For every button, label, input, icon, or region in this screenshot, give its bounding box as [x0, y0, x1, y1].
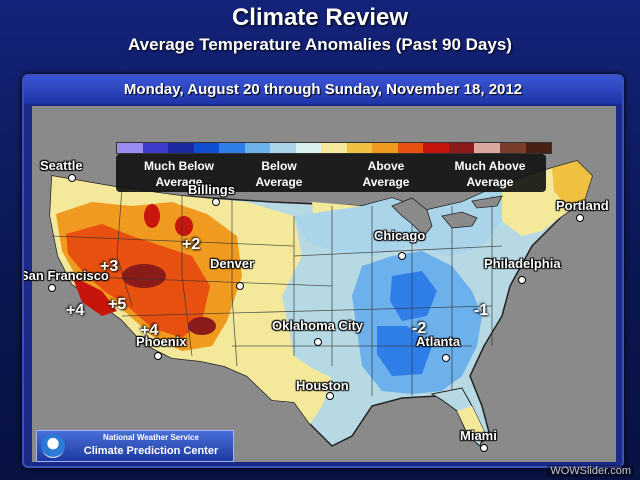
- city-label-phoenix: Phoenix: [136, 334, 187, 349]
- city-label-seattle: Seattle: [40, 158, 83, 173]
- legend-below: Below Average: [234, 158, 324, 190]
- anomaly-label: +5: [108, 296, 127, 313]
- anomaly-label: +4: [140, 322, 159, 339]
- color-scale-swatch: [397, 143, 424, 153]
- credit-line1: National Weather Service: [103, 433, 199, 442]
- city-label-atlanta: Atlanta: [416, 334, 461, 349]
- city-label-oklahoma-city: Oklahoma City: [272, 318, 364, 333]
- color-scale-swatch: [219, 143, 245, 153]
- city-dot-philadelphia: [518, 276, 526, 284]
- city-dot-san-francisco: [48, 284, 56, 292]
- anomaly-label: +2: [182, 236, 201, 253]
- color-scale-swatch: [346, 143, 373, 153]
- great-lakes: [391, 195, 503, 237]
- page-title: Climate Review: [231, 4, 409, 31]
- city-dot-atlanta: [442, 354, 450, 362]
- city-dot-billings: [212, 198, 220, 206]
- city-dot-miami: [480, 444, 488, 452]
- color-scale-swatch: [244, 143, 271, 153]
- city-dot-denver: [236, 282, 244, 290]
- northeast-orange: [552, 161, 592, 206]
- color-scale-swatch: [499, 143, 526, 153]
- anomaly-map: Much Below Average Below Average Above A…: [24, 106, 616, 462]
- north-plains-blue: [294, 184, 502, 256]
- legend-much-below-line2: Average: [155, 175, 203, 189]
- credit-line2: Climate Prediction Center: [83, 445, 219, 457]
- page-subtitle: Average Temperature Anomalies (Past 90 D…: [128, 35, 512, 54]
- legend-above: Above Average: [336, 158, 436, 190]
- city-dot-houston: [326, 392, 334, 400]
- color-scale-swatch: [448, 143, 475, 153]
- socal-red: [72, 276, 117, 316]
- anomaly-label: +3: [100, 258, 119, 275]
- east-dark-blue-2: [377, 326, 432, 376]
- legend-much-below: Much Below Average: [124, 158, 234, 190]
- city-dot-phoenix: [154, 352, 162, 360]
- city-dot-portland: [576, 214, 584, 222]
- florida-yellow: [457, 406, 484, 441]
- city-label-portland: Portland: [556, 198, 609, 213]
- color-scale-swatch: [270, 143, 296, 153]
- city-label-chicago: Chicago: [374, 228, 426, 243]
- city-dot-seattle: [68, 174, 76, 182]
- anomaly-label: -1: [474, 302, 489, 319]
- legend-much-below-line1: Much Below: [143, 159, 214, 173]
- nws-cpc-credit: National Weather Service Climate Predict…: [36, 430, 234, 462]
- hotspot-utah: [122, 264, 166, 288]
- anomaly-label: +4: [66, 302, 85, 319]
- noaa-logo-icon: [41, 434, 65, 458]
- hotspot-idaho: [144, 204, 160, 228]
- city-label-philadelphia: Philadelphia: [484, 256, 561, 271]
- legend-much-above-line2: Average: [466, 175, 514, 189]
- map-panel: Monday, August 20 through Sunday, Novemb…: [22, 74, 624, 468]
- legend-box: Much Below Average Below Average Above A…: [116, 154, 546, 192]
- color-scale-swatch: [168, 143, 194, 153]
- date-range-bar: Monday, August 20 through Sunday, Novemb…: [24, 76, 622, 104]
- city-label-san-francisco: San Francisco: [22, 268, 109, 283]
- legend-above-line1: Above: [367, 159, 405, 173]
- legend-much-above-line1: Much Above: [454, 159, 526, 173]
- color-scale-swatch: [117, 143, 143, 153]
- city-dot-chicago: [398, 252, 406, 260]
- color-scale-swatch: [295, 143, 322, 153]
- color-scale-swatch: [142, 143, 169, 153]
- city-label-denver: Denver: [210, 256, 255, 271]
- anomaly-label: -2: [412, 320, 427, 337]
- legend-below-line1: Below: [261, 159, 297, 173]
- color-scale-swatch: [193, 143, 220, 153]
- header: Climate Review Average Temperature Anoma…: [0, 0, 640, 60]
- hotspot-wyoming: [175, 216, 193, 236]
- hotspot-arizona: [188, 317, 216, 335]
- color-scale-swatch: [321, 143, 347, 153]
- watermark: WOWSlider.com: [547, 465, 634, 477]
- city-label-houston: Houston: [296, 378, 349, 393]
- state-borders: [51, 187, 503, 396]
- city-dot-oklahoma-city: [314, 338, 322, 346]
- color-scale-swatch: [423, 143, 449, 153]
- color-scale-swatch: [525, 143, 552, 153]
- legend-much-above: Much Above Average: [434, 158, 546, 190]
- color-scale-bar: [116, 142, 552, 154]
- legend-below-line2: Average: [255, 175, 303, 189]
- city-label-miami: Miami: [460, 428, 497, 443]
- legend-above-line2: Average: [362, 175, 410, 189]
- color-scale-swatch: [372, 143, 398, 153]
- color-scale-swatch: [474, 143, 500, 153]
- city-label-billings: Billings: [188, 182, 235, 197]
- south-warm-yellow: [252, 356, 332, 424]
